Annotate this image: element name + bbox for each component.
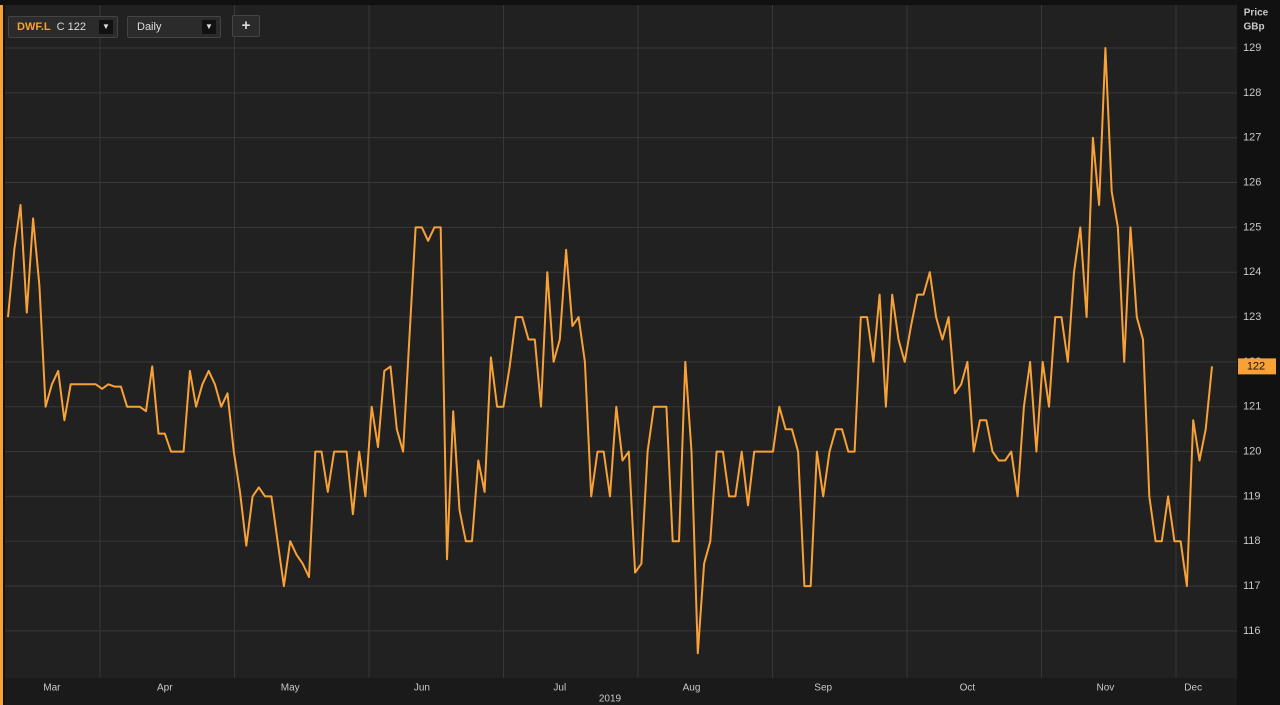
y-axis-unit: GBp [1243,22,1264,33]
y-tick-label: 125 [1243,221,1261,233]
x-tick-label: May [281,683,300,694]
interval-dropdown[interactable]: Daily ▼ [127,16,221,38]
x-tick-label: Oct [960,683,976,694]
x-tick-label: Jul [553,683,566,694]
y-tick-label: 127 [1243,132,1261,144]
x-tick-label: Apr [157,683,173,694]
add-button[interactable]: + [232,15,260,37]
x-tick-label: Dec [1184,683,1202,694]
y-axis-title: Price [1244,8,1269,19]
x-axis-area [5,678,1237,705]
last-price-label: 122 [1247,360,1265,372]
last-price-box [1238,358,1276,375]
y-tick-label: 123 [1243,311,1261,323]
add-label: + [241,17,251,34]
left-edge [0,5,3,705]
y-tick-label: 118 [1243,535,1261,547]
y-tick-label: 120 [1243,445,1261,457]
x-tick-label: Sep [814,683,832,694]
y-tick-label: 128 [1243,87,1261,99]
dropdown-arrow: ▼ [202,20,216,34]
y-tick-label: 126 [1243,176,1261,188]
interval-label: Daily [137,21,162,33]
instrument-dropdown[interactable]: DWF.L C 122 ▼ [8,16,118,38]
x-axis-year: 2019 [599,694,622,705]
y-tick-label: 116 [1243,625,1261,637]
y-tick-label: 121 [1243,401,1261,413]
price-line [7,47,1213,655]
instrument-code: DWF.L [17,21,51,33]
x-tick-label: Aug [683,683,701,694]
y-tick-label: 119 [1243,490,1261,502]
y-tick-label: 129 [1243,42,1261,54]
x-tick-label: Jun [414,683,430,694]
close-label: C 122 [56,21,87,33]
x-tick-label: Nov [1096,683,1114,694]
y-tick-label: 117 [1243,580,1261,592]
plot-area [5,5,1237,678]
x-tick-label: Mar [43,683,61,694]
y-tick-label: 124 [1243,266,1261,278]
dropdown-arrow: ▼ [99,20,113,34]
